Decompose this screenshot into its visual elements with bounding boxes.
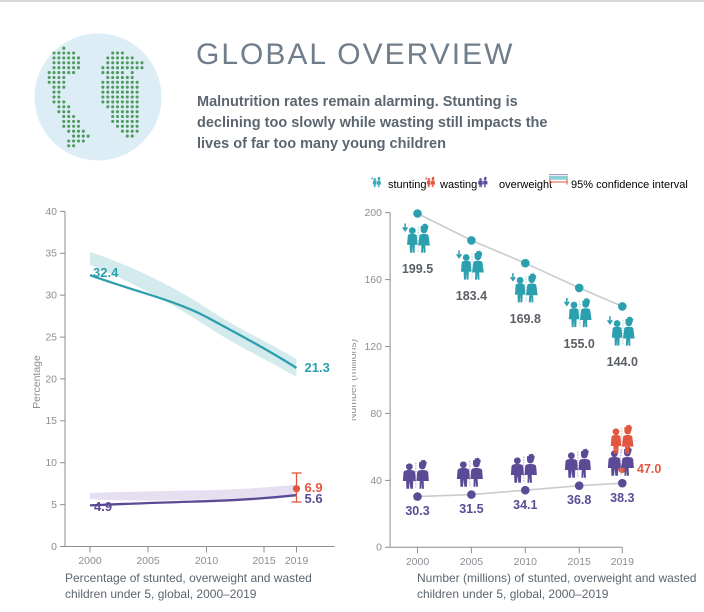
svg-text:34.1: 34.1 <box>513 498 537 512</box>
svg-text:35: 35 <box>45 248 57 260</box>
svg-text:38.3: 38.3 <box>610 491 634 505</box>
svg-text:40: 40 <box>45 206 57 218</box>
svg-text:80: 80 <box>370 408 382 420</box>
svg-text:144.0: 144.0 <box>607 355 638 369</box>
svg-text:2005: 2005 <box>136 555 160 567</box>
svg-text:183.4: 183.4 <box>456 289 487 303</box>
svg-text:31.5: 31.5 <box>459 502 483 516</box>
svg-text:20: 20 <box>45 373 57 385</box>
svg-text:40: 40 <box>370 475 382 487</box>
svg-text:2010: 2010 <box>195 555 219 567</box>
svg-text:2015: 2015 <box>252 555 276 567</box>
svg-text:200: 200 <box>364 207 382 219</box>
svg-text:2019: 2019 <box>285 555 309 567</box>
svg-text:2005: 2005 <box>460 556 484 568</box>
svg-text:2019: 2019 <box>611 556 635 568</box>
svg-text:4.9: 4.9 <box>94 499 112 514</box>
svg-text:2010: 2010 <box>514 556 538 568</box>
svg-text:6.9: 6.9 <box>305 480 323 495</box>
svg-text:5: 5 <box>51 499 57 511</box>
svg-text:10: 10 <box>45 457 57 469</box>
svg-text:199.5: 199.5 <box>402 262 433 276</box>
svg-text:0: 0 <box>51 541 57 553</box>
svg-text:160: 160 <box>364 274 382 286</box>
svg-text:169.8: 169.8 <box>510 312 541 326</box>
svg-text:2000: 2000 <box>406 556 430 568</box>
svg-text:15: 15 <box>45 415 57 427</box>
svg-text:30.3: 30.3 <box>405 504 429 518</box>
svg-text:36.8: 36.8 <box>567 493 591 507</box>
svg-text:120: 120 <box>364 341 382 353</box>
svg-text:47.0: 47.0 <box>637 462 661 476</box>
svg-text:2000: 2000 <box>78 555 102 567</box>
svg-text:25: 25 <box>45 332 57 344</box>
svg-text:0: 0 <box>376 542 382 554</box>
svg-text:30: 30 <box>45 290 57 302</box>
svg-text:Percentage: Percentage <box>31 355 43 409</box>
svg-text:155.0: 155.0 <box>564 337 595 351</box>
svg-text:32.4: 32.4 <box>93 265 119 280</box>
svg-text:Number (millions): Number (millions) <box>352 339 359 421</box>
svg-text:21.3: 21.3 <box>305 360 330 375</box>
svg-text:2015: 2015 <box>568 556 592 568</box>
